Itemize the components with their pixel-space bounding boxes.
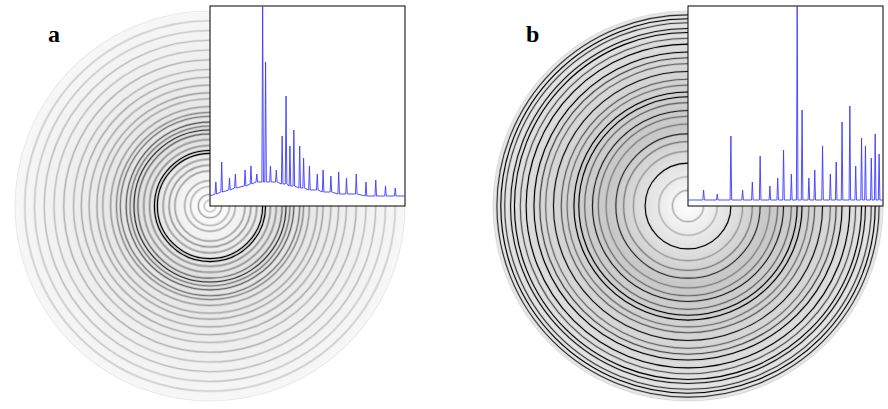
panel: a	[15, 6, 405, 401]
inset-plot	[688, 6, 883, 200]
inset-frame	[688, 6, 883, 206]
pattern-line	[210, 6, 405, 196]
panel-letter: b	[526, 21, 539, 47]
pattern-line	[688, 6, 883, 200]
inset-frame	[210, 6, 405, 206]
inset-plot	[210, 6, 405, 196]
figure: ab	[0, 0, 888, 409]
panel-letter: a	[48, 21, 60, 47]
panel: b	[493, 6, 883, 401]
